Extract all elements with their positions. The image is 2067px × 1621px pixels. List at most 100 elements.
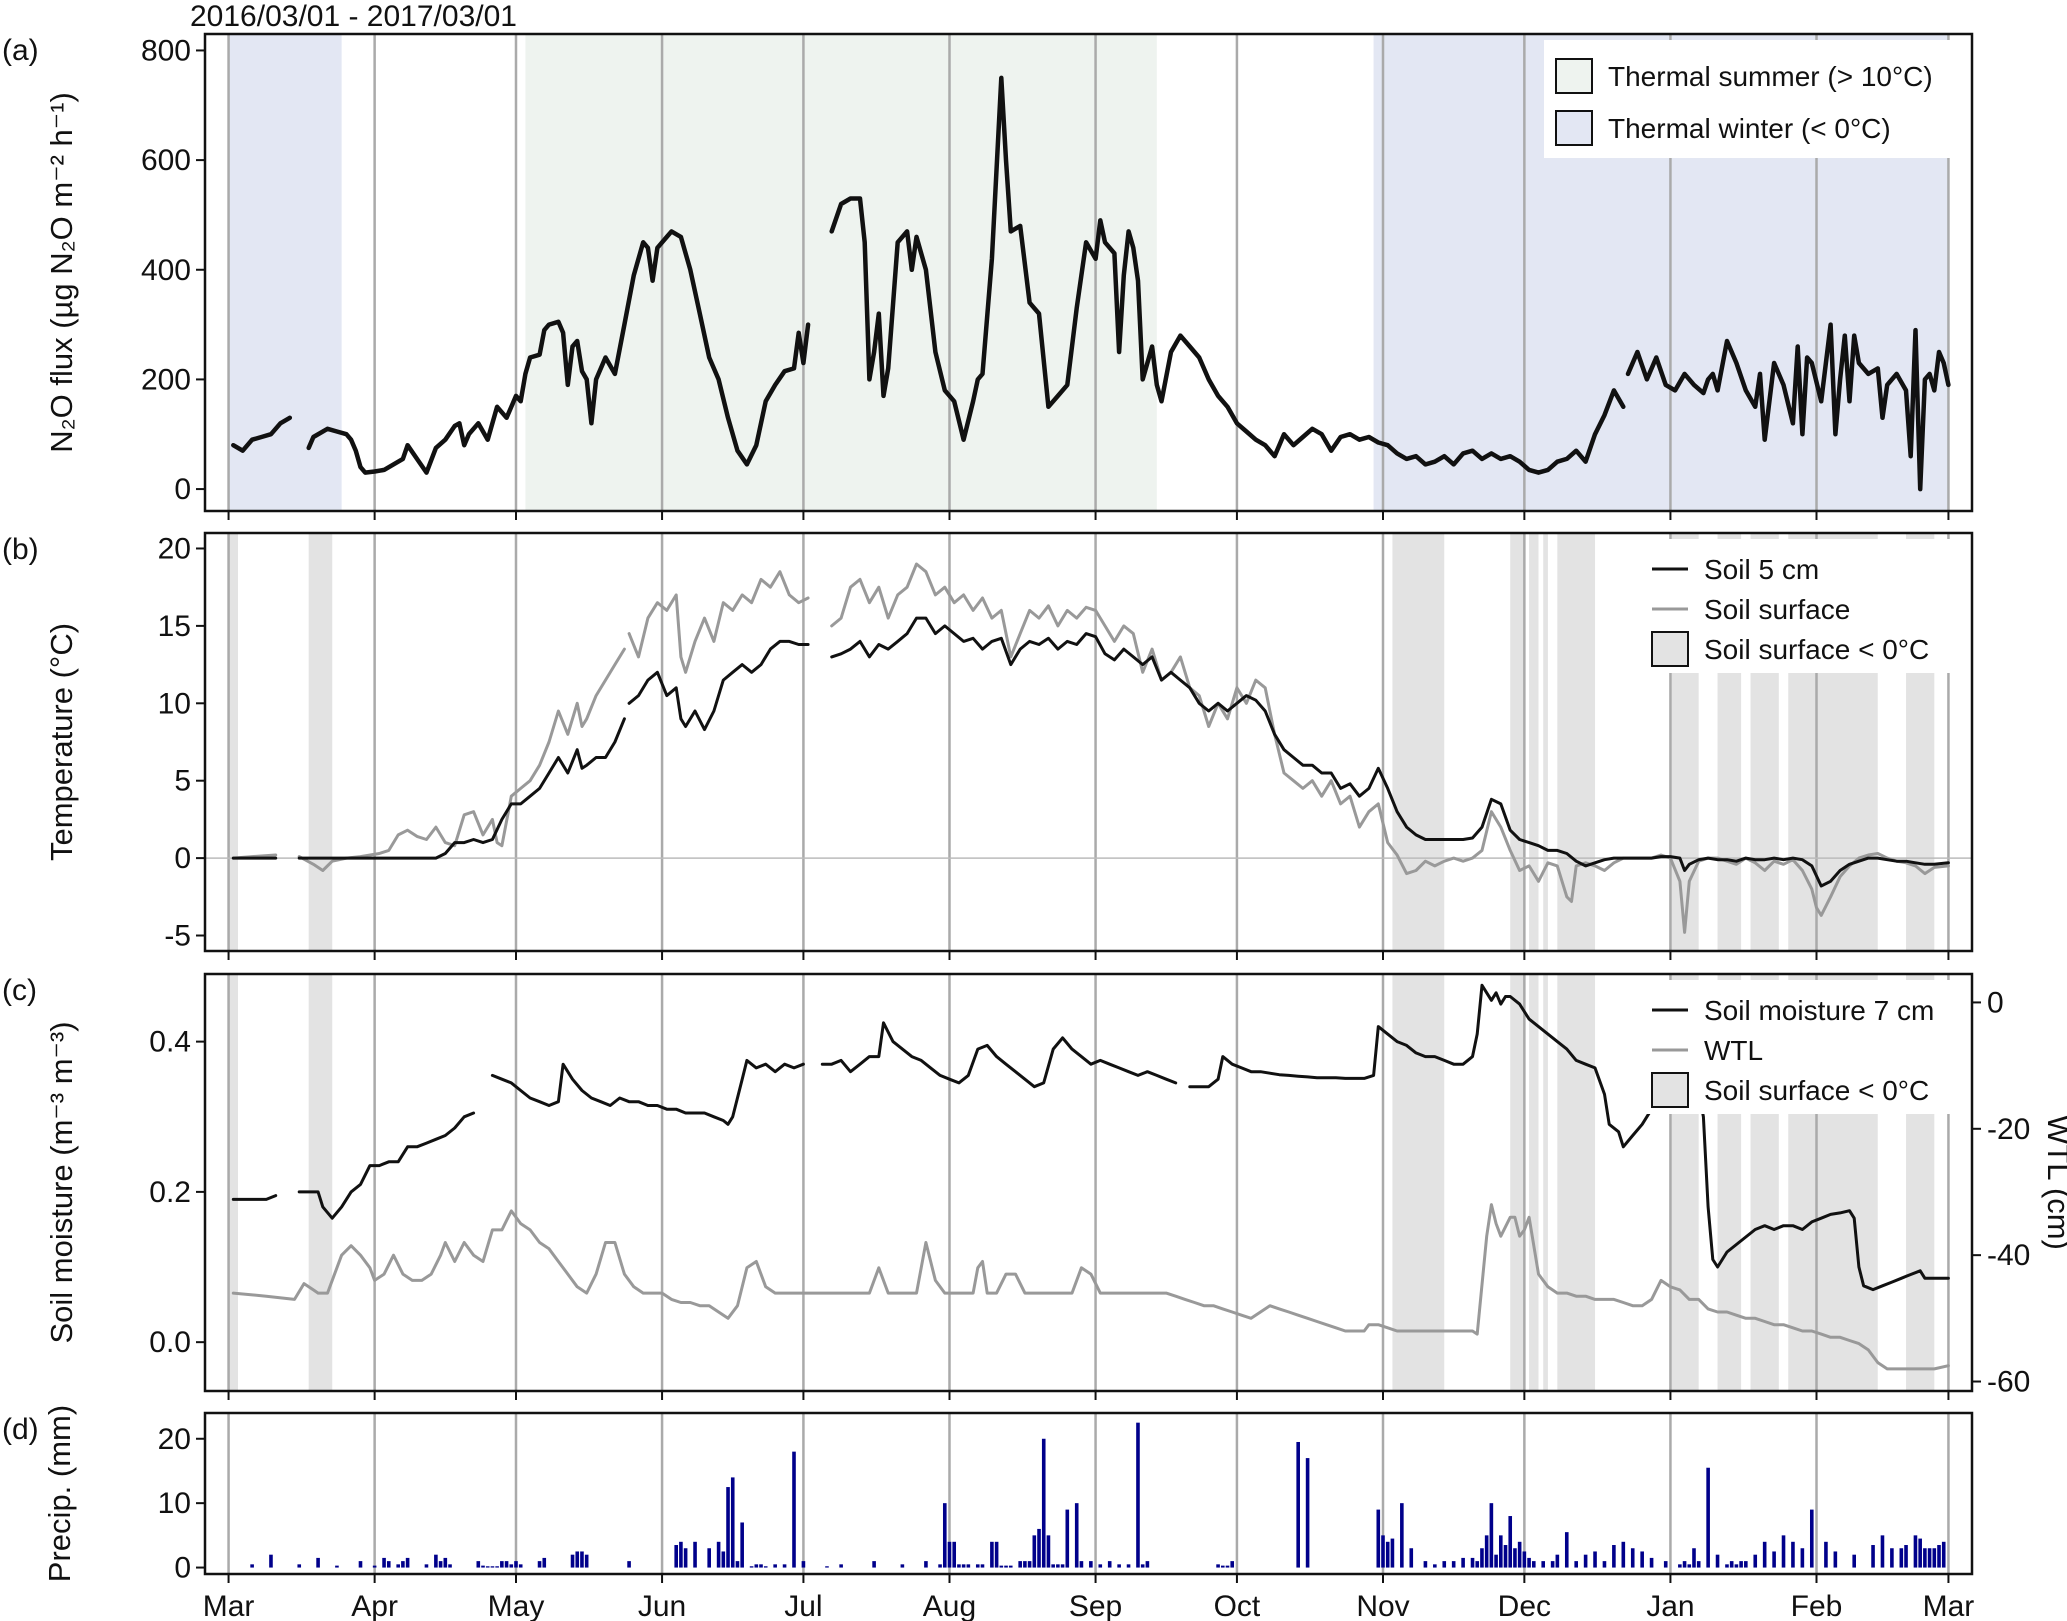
y2-tick-label: 0 xyxy=(1987,986,2004,1019)
y-tick-label: 200 xyxy=(141,363,191,396)
precip-bar xyxy=(759,1564,763,1568)
precip-bar xyxy=(1781,1535,1786,1568)
precip-bar xyxy=(382,1557,386,1568)
precip-bar xyxy=(1918,1538,1922,1568)
series-line xyxy=(1188,983,1950,1292)
precip-bar xyxy=(1004,1565,1008,1568)
precip-bar xyxy=(1216,1564,1220,1568)
precip-bar xyxy=(335,1565,339,1568)
precip-bar xyxy=(514,1561,518,1568)
precip-bar xyxy=(726,1487,730,1568)
precip-bar xyxy=(1574,1561,1578,1568)
x-month-label: Aug xyxy=(923,1590,976,1621)
precip-bar xyxy=(1018,1561,1022,1568)
precip-bar xyxy=(476,1561,481,1568)
precip-bar xyxy=(1381,1535,1385,1568)
precip-bar xyxy=(721,1551,726,1568)
y-tick-label: 0.2 xyxy=(149,1176,191,1209)
precip-bar xyxy=(938,1564,942,1568)
precip-bar xyxy=(1550,1561,1555,1568)
panel-d: 0 10 20 (d) Precip. (mm) xyxy=(2,1405,1974,1585)
precip-bar xyxy=(1531,1561,1536,1568)
precip-bar xyxy=(1409,1548,1414,1568)
band xyxy=(1557,974,1596,1391)
precip-bar xyxy=(1136,1422,1140,1568)
series-line xyxy=(297,647,626,872)
panel-label: (d) xyxy=(2,1413,39,1446)
y-tick-label: 5 xyxy=(174,765,191,798)
precip-bar xyxy=(947,1541,952,1568)
y-tick-label: 0 xyxy=(174,473,191,506)
legend: Soil moisture 7 cm WTL Soil surface < 0°C xyxy=(1640,980,1962,1114)
band xyxy=(1543,533,1548,951)
precip-bar xyxy=(297,1564,302,1568)
series-line xyxy=(829,75,1626,475)
precip-bar xyxy=(481,1565,485,1568)
x-month-label: May xyxy=(488,1590,545,1621)
precip-bar xyxy=(1833,1551,1838,1568)
precip-bar xyxy=(1800,1548,1805,1568)
precip-bar xyxy=(754,1564,759,1568)
precip-bar xyxy=(1880,1535,1885,1568)
y2-tick-label: -40 xyxy=(1987,1239,2030,1272)
precip-bar xyxy=(424,1564,429,1568)
precip-bar xyxy=(1296,1441,1300,1568)
y-axis-label: N₂O flux (µg N₂O m⁻² h⁻¹) xyxy=(44,92,79,453)
precip-bar xyxy=(500,1561,504,1568)
precip-bar xyxy=(580,1551,584,1568)
band xyxy=(1557,533,1596,951)
precip-bar xyxy=(627,1561,631,1568)
precip-bar xyxy=(1678,1564,1682,1568)
precip-bar xyxy=(966,1564,971,1568)
y-tick-label: 10 xyxy=(158,687,191,720)
precip-bar xyxy=(1230,1561,1235,1568)
legend-label: Thermal winter (< 0°C) xyxy=(1608,113,1891,144)
precip-bar xyxy=(1583,1554,1588,1568)
precip-bar xyxy=(1927,1548,1932,1568)
precip-bar xyxy=(1098,1564,1103,1568)
legend-label: WTL xyxy=(1704,1035,1763,1066)
precip-bar xyxy=(1522,1551,1527,1568)
panel-frame xyxy=(203,531,1974,953)
legend-bg xyxy=(1640,980,1962,1114)
precip-bar xyxy=(900,1564,905,1568)
precip-bar xyxy=(485,1566,490,1568)
precip-bar xyxy=(1899,1548,1904,1568)
band xyxy=(1543,974,1548,1391)
panel-label: (a) xyxy=(2,34,39,67)
precip-bar xyxy=(961,1564,966,1568)
precip-bar xyxy=(1706,1467,1710,1568)
precip-bar xyxy=(1852,1554,1856,1568)
precip-bar xyxy=(1442,1561,1447,1568)
x-month-label: Jul xyxy=(784,1590,822,1621)
precip-bar xyxy=(1461,1557,1465,1568)
precip-bar xyxy=(269,1554,273,1568)
precip-bar xyxy=(957,1564,961,1568)
precip-bar xyxy=(1663,1561,1668,1568)
band xyxy=(525,34,1157,511)
x-month-label: Jun xyxy=(638,1590,686,1621)
precip-bar xyxy=(396,1564,400,1568)
precip-bar xyxy=(1008,1565,1013,1568)
y-axis-label: Soil moisture (m⁻³ m⁻³) xyxy=(44,1021,79,1343)
precip-bar xyxy=(749,1566,754,1568)
precip-bar xyxy=(542,1557,547,1568)
panel-label: (b) xyxy=(2,533,39,566)
precip-bar xyxy=(674,1545,678,1568)
precip-bar xyxy=(1451,1561,1456,1568)
series-line xyxy=(490,1058,805,1126)
band xyxy=(308,533,333,951)
precip-bar xyxy=(683,1548,688,1568)
y-tick-label: -5 xyxy=(164,920,191,953)
precip-bar xyxy=(504,1561,509,1568)
x-month-label: Nov xyxy=(1356,1590,1409,1621)
precip-bar xyxy=(1305,1458,1310,1568)
precip-bar xyxy=(443,1557,448,1568)
x-month-label: Jan xyxy=(1646,1590,1694,1621)
precip-bar xyxy=(763,1566,768,1568)
precip-bar xyxy=(1762,1541,1767,1568)
series-line xyxy=(830,562,1950,934)
precip-bar xyxy=(1791,1541,1795,1568)
precip-bar xyxy=(1225,1565,1230,1568)
